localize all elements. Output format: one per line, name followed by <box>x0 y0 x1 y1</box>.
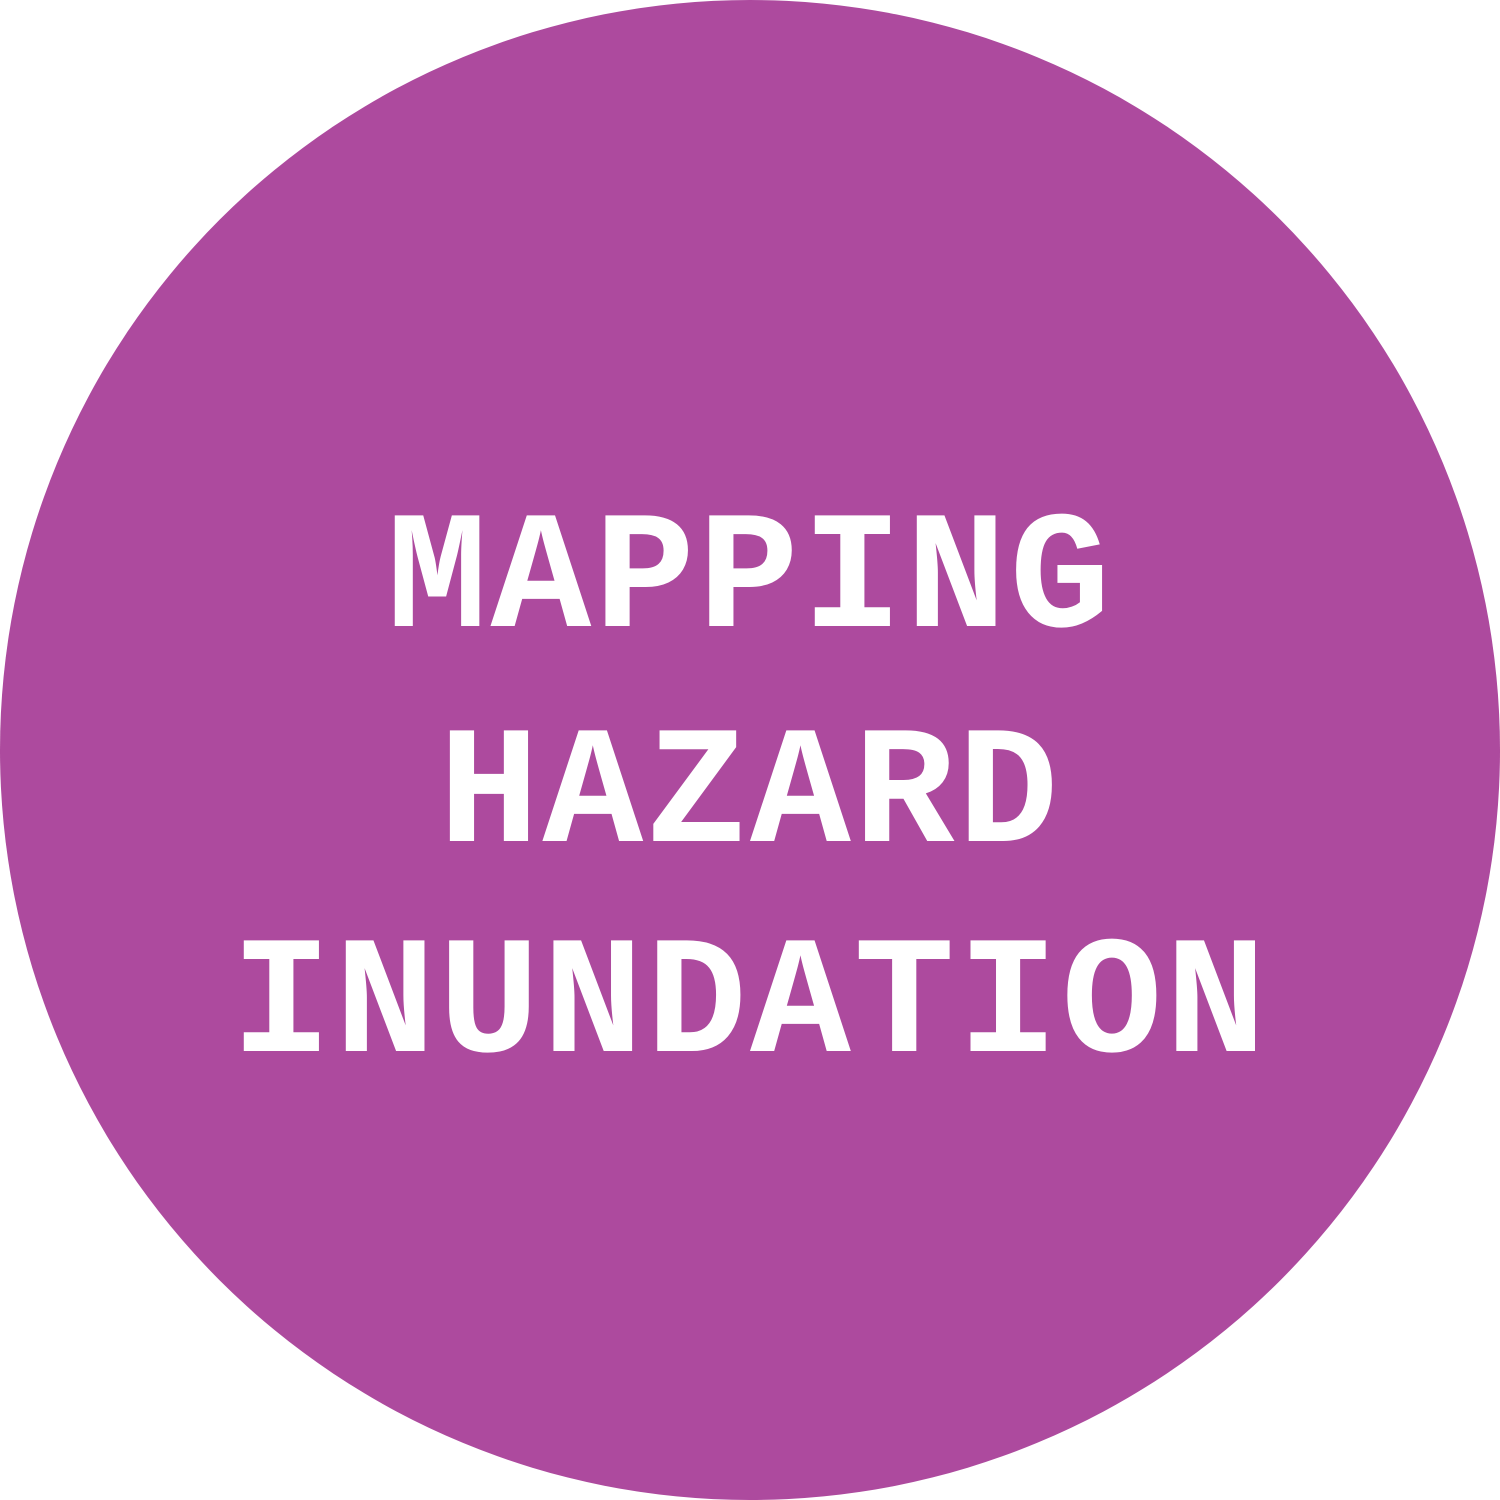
badge-line-inundation: INUNDATION <box>230 912 1270 1102</box>
badge-line-mapping: MAPPING <box>386 487 1114 677</box>
badge-line-hazard: HAZARD <box>438 702 1062 892</box>
